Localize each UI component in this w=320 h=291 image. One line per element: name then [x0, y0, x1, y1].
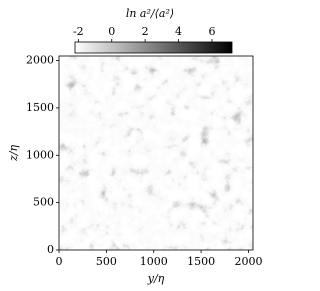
y-tick-label: 0 — [47, 243, 54, 256]
colorbar — [74, 41, 233, 54]
colorbar-tick-label: 0 — [108, 25, 115, 38]
colorbar-tick-label: 4 — [175, 25, 182, 38]
x-tick-label: 2000 — [234, 255, 262, 268]
plot-frame — [58, 55, 254, 251]
y-tick-label: 2000 — [26, 54, 54, 67]
y-tick-label: 1500 — [26, 101, 54, 114]
colorbar-tick-label: 2 — [142, 25, 149, 38]
x-axis-label: y/η — [147, 272, 165, 285]
colorbar-tick-label: 6 — [208, 25, 215, 38]
y-tick-label: 500 — [33, 196, 54, 209]
colorbar-label: ln a²/⟨a²⟩ — [126, 7, 174, 20]
field-image — [59, 56, 253, 250]
colorbar-tick-label: -2 — [73, 25, 84, 38]
x-tick-label: 0 — [56, 255, 63, 268]
x-tick-label: 500 — [96, 255, 117, 268]
x-tick-label: 1500 — [187, 255, 215, 268]
y-axis-label: z/η — [7, 145, 20, 163]
chart: ln a²/⟨a²⟩ y/η z/η -2 0 2 4 6 0 500 1000 1500 200… — [7, 7, 262, 285]
x-tick-label: 1000 — [140, 255, 168, 268]
y-tick-label: 1000 — [26, 148, 54, 161]
